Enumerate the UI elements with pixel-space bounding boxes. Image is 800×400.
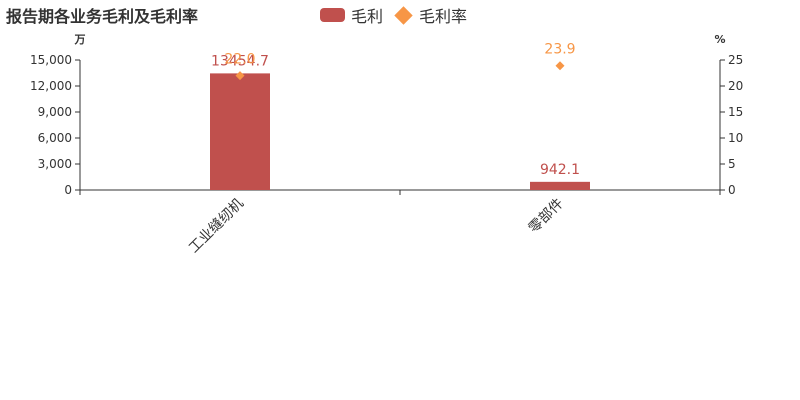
right-axis-tick-label: 0: [728, 183, 736, 197]
left-axis-unit: 万: [74, 33, 86, 46]
legend-item-gross-profit[interactable]: 毛利: [320, 3, 383, 27]
right-axis-tick-label: 10: [728, 131, 743, 145]
legend-label-gross-margin: 毛利率: [419, 7, 468, 26]
right-axis-tick-label: 25: [728, 53, 743, 67]
bar-data-label: 13454.7: [211, 53, 269, 69]
x-axis-category-label: 零部件: [526, 196, 567, 237]
chart-title: 报告期各业务毛利及毛利率: [6, 7, 199, 26]
left-axis-tick-label: 15,000: [30, 53, 72, 67]
right-axis-tick-label: 15: [728, 105, 743, 119]
data-labels: 13454.7 942.1 22.0 23.9: [211, 42, 580, 178]
x-axis-category-label: 工业缝纫机: [186, 196, 247, 257]
diamond-data-label: 22.0: [224, 52, 255, 68]
right-axis-tick-label: 20: [728, 79, 743, 93]
legend-label-gross-profit: 毛利: [351, 7, 384, 26]
x-axis: 工业缝纫机 零部件: [79, 189, 721, 257]
left-axis-tick-label: 6,000: [38, 131, 72, 145]
right-axis-tick-label: 5: [728, 157, 736, 171]
left-axis: 0 3,000 6,000 9,000 12,000 15,000: [30, 53, 81, 197]
left-axis-tick-label: 0: [64, 183, 72, 197]
left-axis-tick-label: 9,000: [38, 105, 72, 119]
diamond-data-label: 23.9: [544, 42, 575, 58]
right-axis: 0 5 10 15 20 25: [719, 53, 743, 197]
left-axis-tick-label: 12,000: [30, 79, 72, 93]
left-axis-tick-label: 3,000: [38, 157, 72, 171]
legend-bar-swatch: [320, 8, 345, 22]
legend-item-gross-margin[interactable]: 毛利率: [393, 3, 467, 27]
bar: [530, 181, 590, 190]
diamond-marker: [555, 61, 565, 71]
bar: [210, 73, 270, 190]
bar-data-label: 942.1: [540, 162, 580, 178]
diamond-series: [235, 61, 565, 81]
right-axis-unit: %: [714, 33, 725, 46]
diamond-marker: [235, 71, 245, 81]
legend: 毛利 毛利率: [320, 3, 467, 27]
bar-series: [210, 73, 590, 190]
